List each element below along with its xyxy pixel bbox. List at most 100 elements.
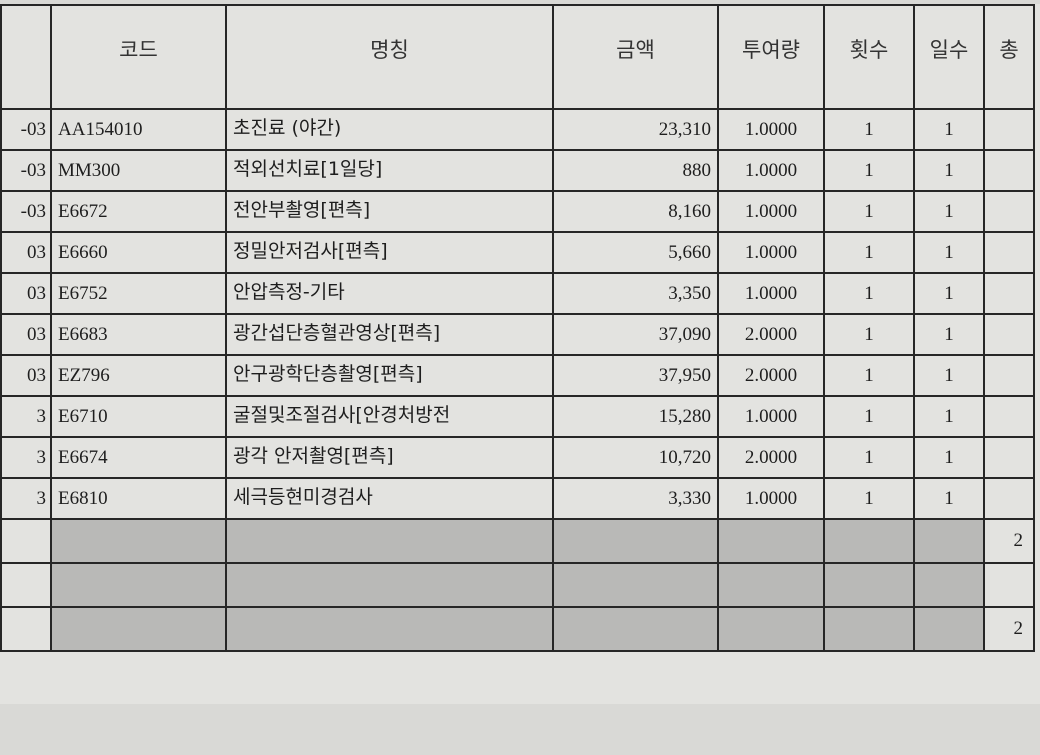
cell-total	[983, 395, 1035, 438]
cell-code: AA154010	[50, 108, 227, 151]
header-dose: 투여량	[717, 4, 825, 110]
cell-date: -03	[0, 190, 52, 233]
cell-days: 1	[913, 354, 985, 397]
cell-times: 1	[823, 231, 915, 274]
cell-amount: 10,720	[552, 436, 719, 479]
cell-dose: 2.0000	[717, 313, 825, 356]
cell-times: 1	[823, 108, 915, 151]
cell-code: EZ796	[50, 354, 227, 397]
cell-date: 3	[0, 477, 52, 520]
cell-name: 안구광학단층촬영[편측]	[225, 354, 554, 397]
cell-date: 03	[0, 272, 52, 315]
cell-total	[983, 354, 1035, 397]
cell-name: 굴절및조절검사[안경처방전	[225, 395, 554, 438]
table-row: -03 AA154010 초진료 (야간) 23,310 1.0000 1 1	[0, 108, 1035, 151]
cell-days: 1	[913, 108, 985, 151]
cell-date: 03	[0, 354, 52, 397]
cell-name: 정밀안저검사[편측]	[225, 231, 554, 274]
billing-table: 코드 명칭 금액 투여량 횟수 일수 총 -03 AA154010 초진료 (야간)…	[0, 4, 1035, 652]
shaded-cell	[0, 562, 52, 608]
header-days: 일수	[913, 4, 985, 110]
cell-name: 세극등현미경검사	[225, 477, 554, 520]
shaded-cell	[913, 562, 985, 608]
cell-total	[983, 436, 1035, 479]
shaded-cell	[225, 606, 554, 652]
cell-dose: 1.0000	[717, 190, 825, 233]
header-total: 총	[983, 4, 1035, 110]
cell-code: E6810	[50, 477, 227, 520]
cell-name: 광간섭단층혈관영상[편측]	[225, 313, 554, 356]
header-amount: 금액	[552, 4, 719, 110]
cell-code: E6710	[50, 395, 227, 438]
shaded-cell	[50, 606, 227, 652]
shaded-cell	[552, 606, 719, 652]
cell-code: E6752	[50, 272, 227, 315]
cell-amount: 8,160	[552, 190, 719, 233]
cell-code: E6683	[50, 313, 227, 356]
cell-total	[983, 272, 1035, 315]
cell-name: 전안부촬영[편측]	[225, 190, 554, 233]
cell-dose: 1.0000	[717, 231, 825, 274]
table-row: 03 EZ796 안구광학단층촬영[편측] 37,950 2.0000 1 1	[0, 354, 1035, 397]
summary-row: 2	[0, 606, 1035, 652]
cell-amount: 5,660	[552, 231, 719, 274]
cell-amount: 37,950	[552, 354, 719, 397]
cell-days: 1	[913, 436, 985, 479]
cell-code: E6660	[50, 231, 227, 274]
table-row: 3 E6810 세극등현미경검사 3,330 1.0000 1 1	[0, 477, 1035, 520]
shaded-cell	[823, 606, 915, 652]
table-row: 03 E6752 안압측정-기타 3,350 1.0000 1 1	[0, 272, 1035, 315]
header-times: 횟수	[823, 4, 915, 110]
shaded-cell	[823, 518, 915, 564]
cell-total	[983, 149, 1035, 192]
summary-row: 2	[0, 518, 1035, 564]
shaded-cell	[913, 606, 985, 652]
cell-code: MM300	[50, 149, 227, 192]
cell-dose: 1.0000	[717, 149, 825, 192]
cell-times: 1	[823, 149, 915, 192]
cell-date: 3	[0, 395, 52, 438]
shaded-cell	[225, 518, 554, 564]
cell-dose: 1.0000	[717, 395, 825, 438]
cell-amount: 37,090	[552, 313, 719, 356]
shaded-cell	[717, 518, 825, 564]
cell-total	[983, 190, 1035, 233]
cell-amount: 23,310	[552, 108, 719, 151]
shaded-cell	[0, 518, 52, 564]
summary-total: 2	[983, 518, 1035, 564]
cell-total	[983, 231, 1035, 274]
cell-name: 광각 안저촬영[편측]	[225, 436, 554, 479]
cell-code: E6674	[50, 436, 227, 479]
cell-times: 1	[823, 313, 915, 356]
cell-days: 1	[913, 272, 985, 315]
table-row: 03 E6683 광간섭단층혈관영상[편측] 37,090 2.0000 1 1	[0, 313, 1035, 356]
cell-date: -03	[0, 108, 52, 151]
cell-days: 1	[913, 313, 985, 356]
cell-total	[983, 108, 1035, 151]
cell-dose: 2.0000	[717, 436, 825, 479]
shaded-cell	[717, 562, 825, 608]
cell-date: 03	[0, 231, 52, 274]
cell-dose: 1.0000	[717, 272, 825, 315]
cell-dose: 1.0000	[717, 108, 825, 151]
header-code: 코드	[50, 4, 227, 110]
cell-name: 적외선치료[1일당]	[225, 149, 554, 192]
table-row: 3 E6710 굴절및조절검사[안경처방전 15,280 1.0000 1 1	[0, 395, 1035, 438]
cell-days: 1	[913, 395, 985, 438]
table-row: -03 MM300 적외선치료[1일당] 880 1.0000 1 1	[0, 149, 1035, 192]
cell-total	[983, 477, 1035, 520]
table-row: -03 E6672 전안부촬영[편측] 8,160 1.0000 1 1	[0, 190, 1035, 233]
cell-days: 1	[913, 190, 985, 233]
cell-amount: 3,330	[552, 477, 719, 520]
cell-times: 1	[823, 477, 915, 520]
header-row: 코드 명칭 금액 투여량 횟수 일수 총	[0, 4, 1035, 110]
header-name: 명칭	[225, 4, 554, 110]
cell-times: 1	[823, 436, 915, 479]
cell-dose: 2.0000	[717, 354, 825, 397]
cell-days: 1	[913, 477, 985, 520]
cell-days: 1	[913, 231, 985, 274]
cell-code: E6672	[50, 190, 227, 233]
cell-name: 초진료 (야간)	[225, 108, 554, 151]
cell-dose: 1.0000	[717, 477, 825, 520]
cell-name: 안압측정-기타	[225, 272, 554, 315]
